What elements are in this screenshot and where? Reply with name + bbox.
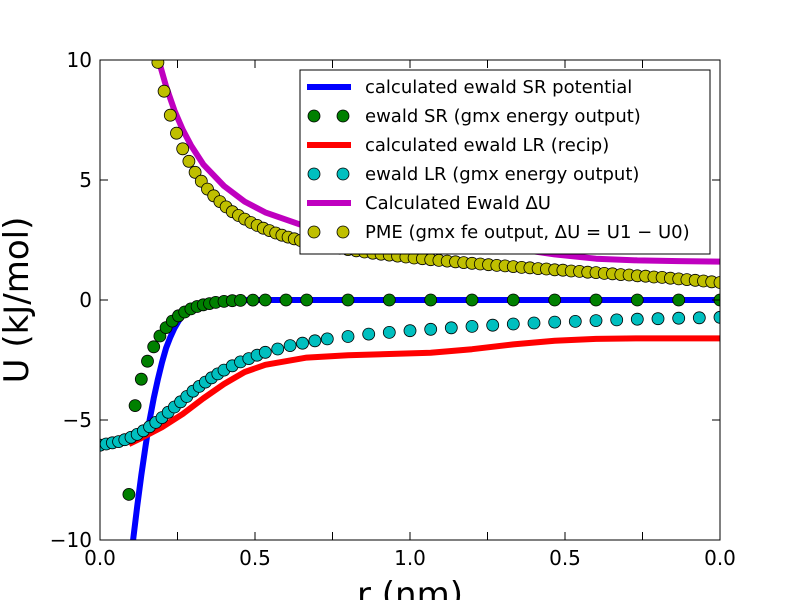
data-point bbox=[403, 324, 417, 338]
data-point bbox=[568, 314, 582, 328]
data-point bbox=[279, 293, 293, 307]
data-point bbox=[271, 342, 285, 356]
legend-label: calculated ewald SR potential bbox=[365, 77, 632, 98]
data-point bbox=[134, 372, 148, 386]
x-tick-label: 1.0 bbox=[394, 546, 426, 570]
legend-marker-swatch bbox=[307, 109, 321, 123]
data-point bbox=[246, 293, 260, 307]
series-calculated-ewald-u bbox=[155, 60, 720, 265]
legend-marker-swatch bbox=[336, 167, 350, 181]
series-line bbox=[127, 335, 720, 447]
series-ewald-sr-gmx-energy-output bbox=[122, 293, 720, 501]
legend-marker-swatch bbox=[336, 109, 350, 123]
legend-entry: Calculated Ewald ΔU bbox=[307, 193, 551, 214]
legend-label: calculated ewald LR (recip) bbox=[365, 135, 609, 156]
data-point bbox=[444, 321, 458, 335]
data-point bbox=[424, 293, 438, 307]
legend-frame bbox=[299, 69, 711, 255]
data-point bbox=[692, 311, 706, 325]
legend-label: ewald LR (gmx energy output) bbox=[365, 164, 639, 185]
data-point bbox=[506, 317, 520, 331]
y-tick-label: 5 bbox=[79, 168, 92, 192]
legend-entry: ewald LR (gmx energy output) bbox=[307, 164, 639, 185]
data-point bbox=[486, 318, 500, 332]
x-tick-label: 0.5 bbox=[549, 546, 581, 570]
y-tick-label: 10 bbox=[67, 48, 92, 72]
legend-label: ewald SR (gmx energy output) bbox=[365, 106, 641, 127]
data-point bbox=[151, 60, 165, 69]
data-point bbox=[258, 293, 272, 307]
data-point bbox=[128, 399, 142, 413]
legend-entry: PME (gmx fe output, ΔU = U1 − U0) bbox=[307, 222, 690, 243]
data-point bbox=[610, 313, 624, 327]
data-point bbox=[320, 332, 334, 346]
data-point bbox=[424, 322, 438, 336]
legend: calculated ewald SR potential ewald SR (g… bbox=[299, 69, 711, 255]
legend-entry: calculated ewald LR (recip) bbox=[307, 135, 609, 156]
legend-entry: calculated ewald SR potential bbox=[307, 77, 632, 98]
data-point bbox=[141, 354, 154, 368]
data-point bbox=[630, 312, 644, 326]
data-point bbox=[651, 312, 665, 326]
y-tick-label: 0 bbox=[79, 288, 92, 312]
data-point bbox=[465, 319, 479, 333]
x-tick-label: 0.0 bbox=[704, 546, 736, 570]
data-point bbox=[182, 154, 196, 168]
x-tick-label: 0.5 bbox=[239, 546, 271, 570]
series-ewald-lr-gmx-energy-output bbox=[100, 310, 720, 452]
data-point bbox=[234, 293, 247, 307]
data-point bbox=[308, 334, 322, 348]
x-axis-label: r (nm) bbox=[357, 575, 463, 600]
data-point bbox=[341, 293, 355, 307]
legend-label: Calculated Ewald ΔU bbox=[365, 193, 551, 214]
data-point bbox=[672, 293, 686, 307]
data-point bbox=[122, 487, 136, 501]
x-tick-label: 0.0 bbox=[84, 546, 116, 570]
data-point bbox=[362, 327, 376, 341]
data-point bbox=[163, 108, 177, 122]
series-line bbox=[155, 60, 720, 265]
data-point bbox=[258, 345, 272, 359]
series-layer bbox=[100, 60, 720, 540]
data-point bbox=[465, 293, 479, 307]
series-calculated-ewald-lr-recip bbox=[127, 335, 720, 447]
data-point bbox=[147, 340, 161, 354]
data-point bbox=[170, 126, 183, 140]
data-point bbox=[341, 330, 355, 343]
data-point bbox=[296, 336, 309, 350]
legend-marker-swatch bbox=[307, 225, 321, 239]
data-point bbox=[672, 311, 686, 325]
data-point bbox=[382, 293, 396, 307]
data-point bbox=[630, 293, 644, 307]
data-point bbox=[157, 84, 171, 98]
data-point bbox=[589, 314, 603, 328]
data-point bbox=[548, 315, 562, 329]
data-point bbox=[188, 165, 202, 179]
data-point bbox=[176, 142, 190, 156]
data-point bbox=[283, 339, 297, 353]
legend-marker-swatch bbox=[307, 167, 321, 181]
y-tick-label: −10 bbox=[50, 528, 92, 552]
data-point bbox=[527, 316, 541, 330]
data-point bbox=[548, 293, 562, 307]
data-point bbox=[300, 293, 314, 307]
legend-marker-swatch bbox=[336, 225, 350, 239]
data-point bbox=[589, 293, 603, 307]
data-point bbox=[382, 325, 396, 339]
data-point bbox=[506, 293, 520, 307]
y-tick-label: −5 bbox=[63, 408, 92, 432]
legend-label: PME (gmx fe output, ΔU = U1 − U0) bbox=[365, 222, 690, 243]
legend-entries: calculated ewald SR potential ewald SR (g… bbox=[307, 77, 690, 243]
y-axis-label: U (kJ/mol) bbox=[0, 217, 37, 384]
data-point bbox=[713, 310, 720, 324]
data-point bbox=[713, 276, 720, 289]
legend-entry: ewald SR (gmx energy output) bbox=[307, 106, 641, 127]
